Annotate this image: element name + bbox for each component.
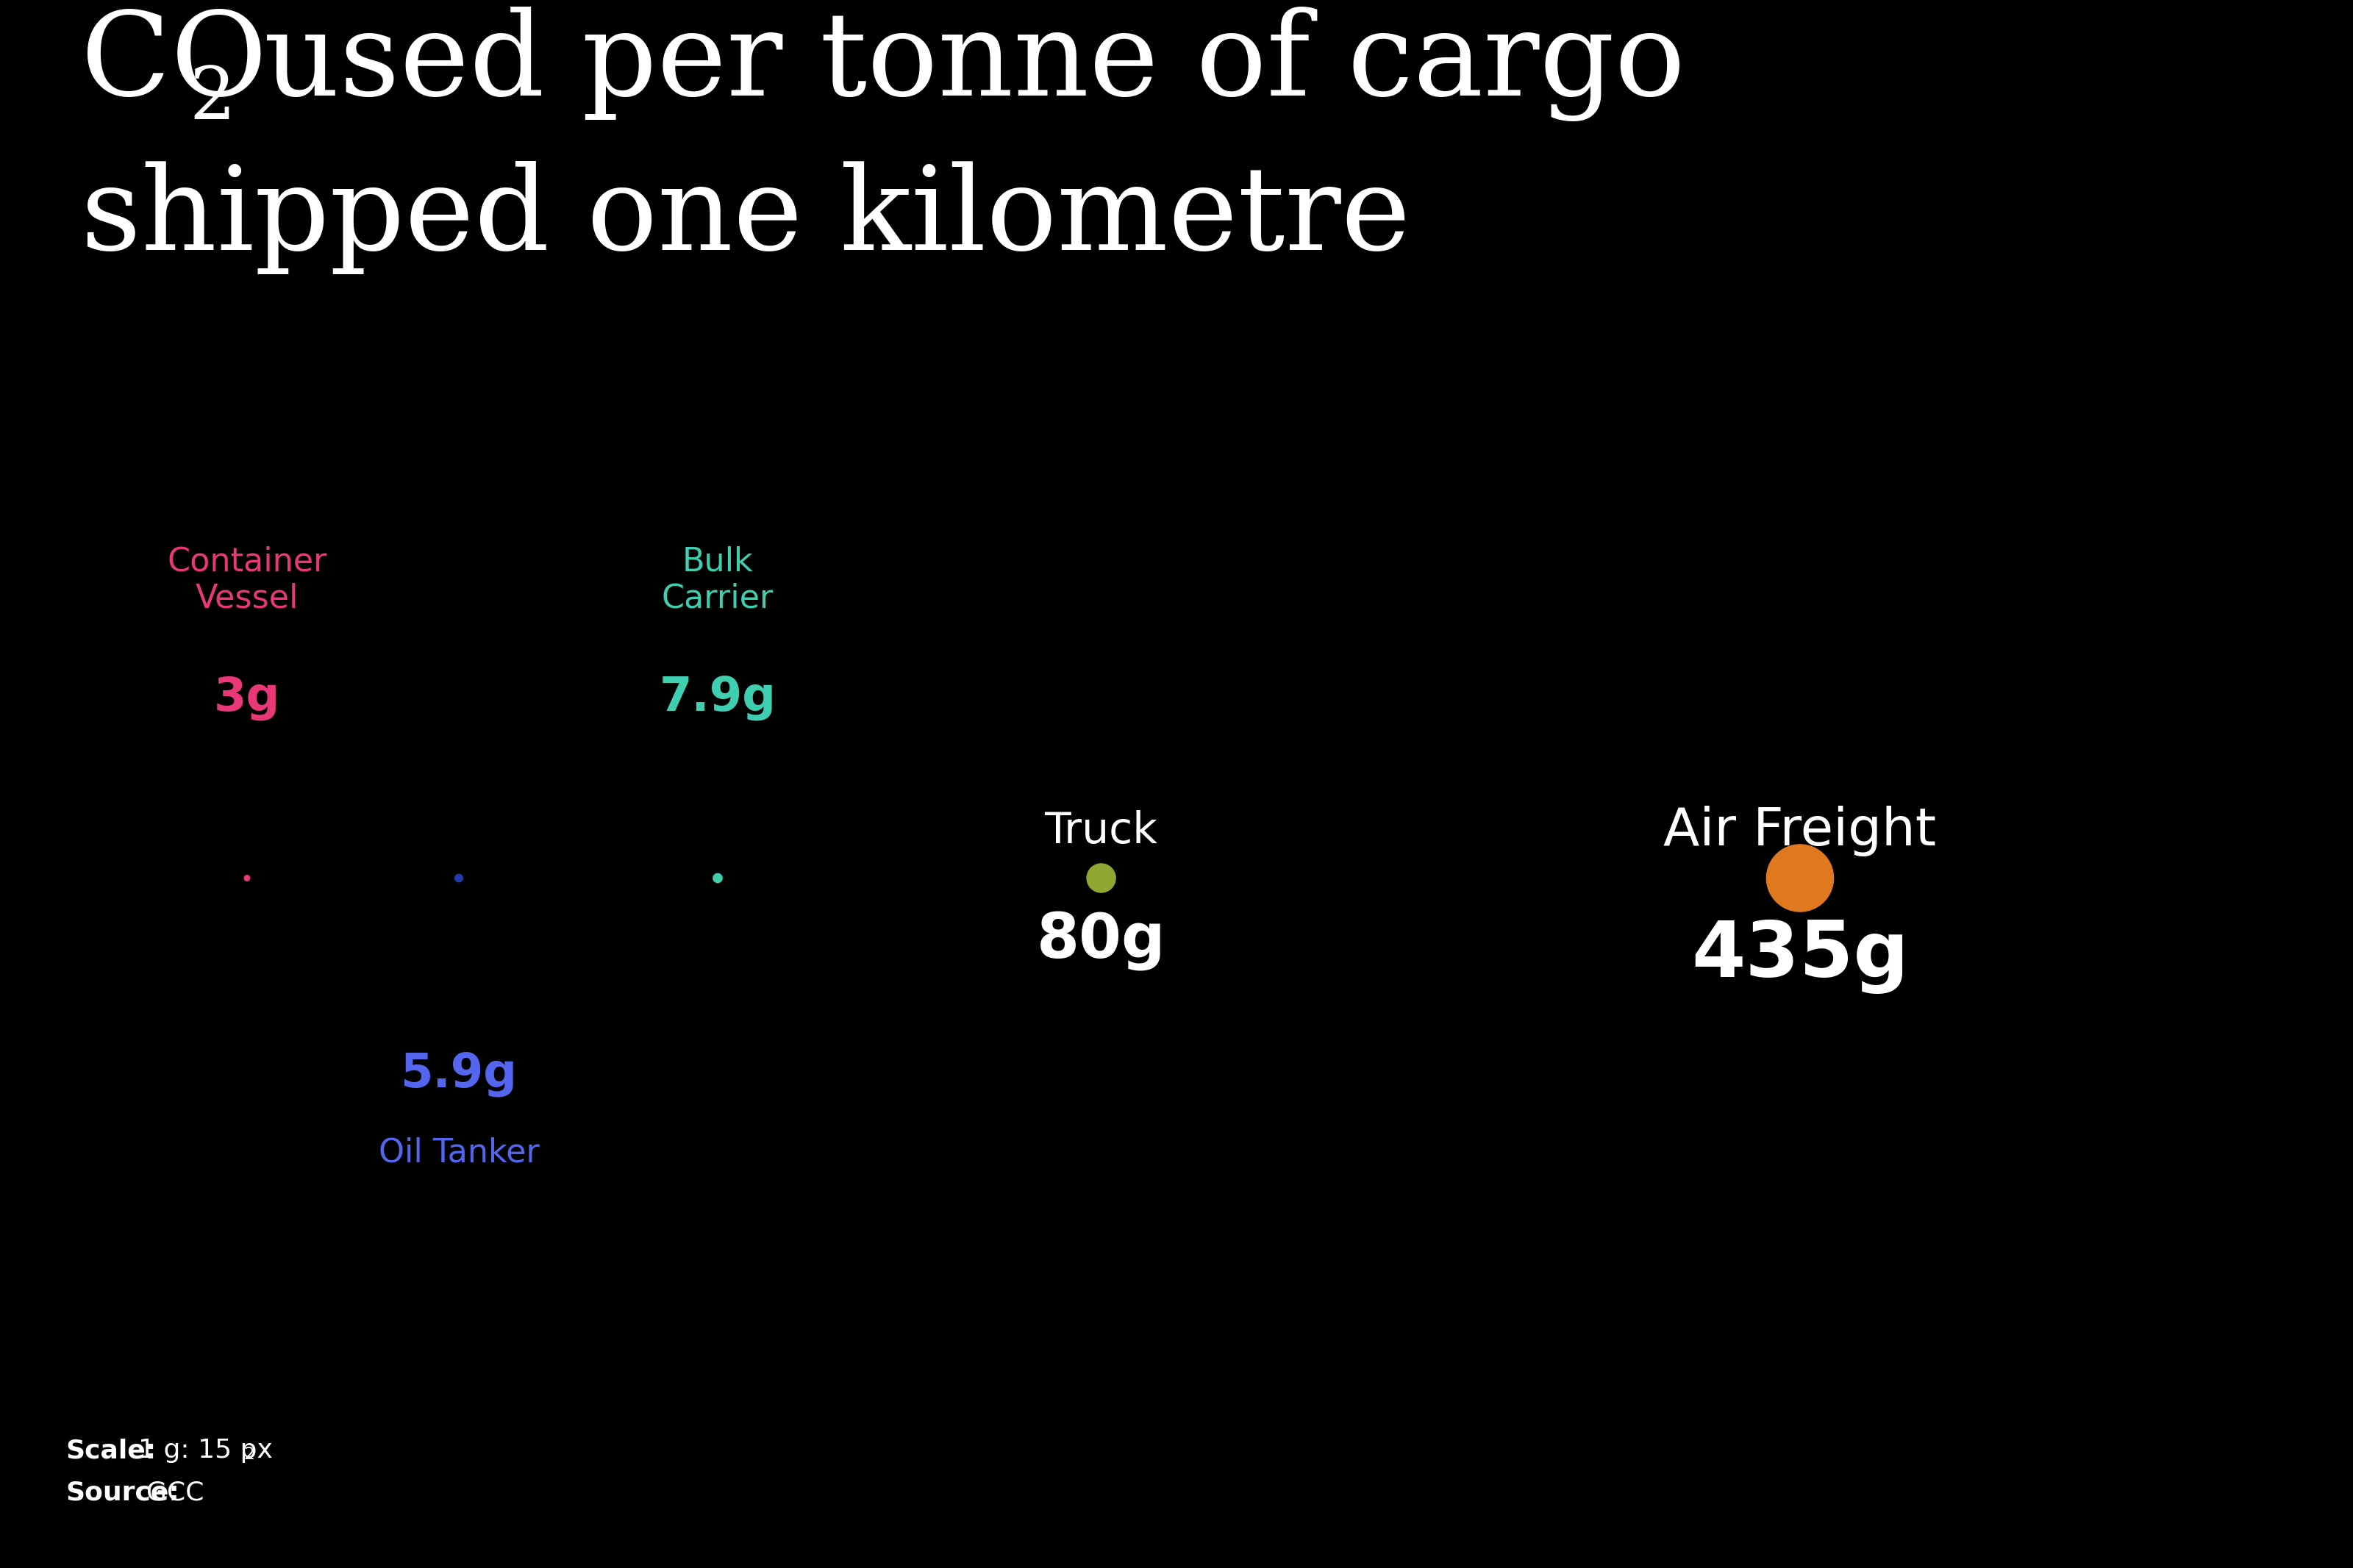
Text: shipped one kilometre: shipped one kilometre — [80, 162, 1409, 274]
Text: Bulk
Carrier: Bulk Carrier — [661, 546, 774, 615]
Text: Scale:: Scale: — [66, 1438, 155, 1463]
Text: 5.9g: 5.9g — [400, 1051, 518, 1098]
Text: CO: CO — [80, 6, 268, 119]
Text: Oil Tanker: Oil Tanker — [379, 1137, 539, 1168]
Text: 7.9g: 7.9g — [659, 674, 776, 721]
Text: 2: 2 — [188, 64, 235, 135]
Text: GCC: GCC — [146, 1480, 205, 1505]
Circle shape — [713, 873, 722, 883]
Text: 435g: 435g — [1692, 919, 1908, 994]
Text: Truck: Truck — [1045, 811, 1158, 851]
Text: 2: 2 — [245, 1446, 254, 1463]
Text: Source:: Source: — [66, 1480, 179, 1505]
Text: 80g: 80g — [1038, 911, 1165, 971]
Circle shape — [1767, 845, 1833, 911]
Text: 3g: 3g — [214, 674, 280, 721]
Text: Container
Vessel: Container Vessel — [167, 546, 327, 615]
Circle shape — [454, 875, 464, 881]
Circle shape — [245, 875, 249, 881]
Text: Air Freight: Air Freight — [1664, 806, 1937, 856]
Text: used per tonne of cargo: used per tonne of cargo — [226, 6, 1685, 121]
Text: 1 g: 15 px: 1 g: 15 px — [139, 1438, 273, 1463]
Circle shape — [1087, 864, 1115, 892]
